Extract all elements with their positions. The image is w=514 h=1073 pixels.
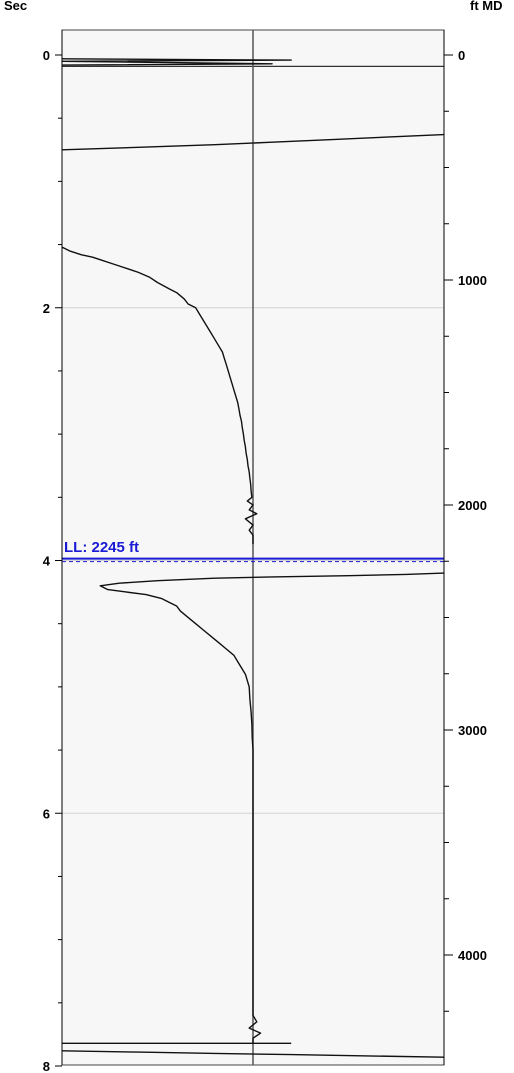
series-line-6	[61, 1050, 445, 1058]
left-axis-title: Sec	[4, 0, 28, 13]
series-line-4	[99, 572, 445, 1044]
series-line-3	[61, 246, 258, 545]
left-axis: 0 2 4 6 8	[43, 30, 63, 1073]
left-tick-label: 0	[43, 48, 50, 63]
left-tick-label: 2	[43, 301, 50, 316]
marker-label: LL: 2245 ft	[64, 539, 139, 556]
left-tick-label: 8	[43, 1059, 50, 1073]
series-line-2	[61, 133, 445, 151]
marker-group: LL: 2245 ft	[62, 539, 444, 563]
left-tick-label: 6	[43, 806, 50, 821]
right-axis: 0 1000 2000 3000 4000	[443, 30, 487, 1065]
right-tick-label: 3000	[458, 723, 487, 738]
right-tick-label: 2000	[458, 498, 487, 513]
right-axis-title: ft MD	[470, 0, 503, 13]
right-tick-label: 1000	[458, 273, 487, 288]
right-tick-label: 4000	[458, 948, 487, 963]
right-tick-label: 0	[458, 48, 465, 63]
left-tick-label: 4	[43, 554, 51, 569]
